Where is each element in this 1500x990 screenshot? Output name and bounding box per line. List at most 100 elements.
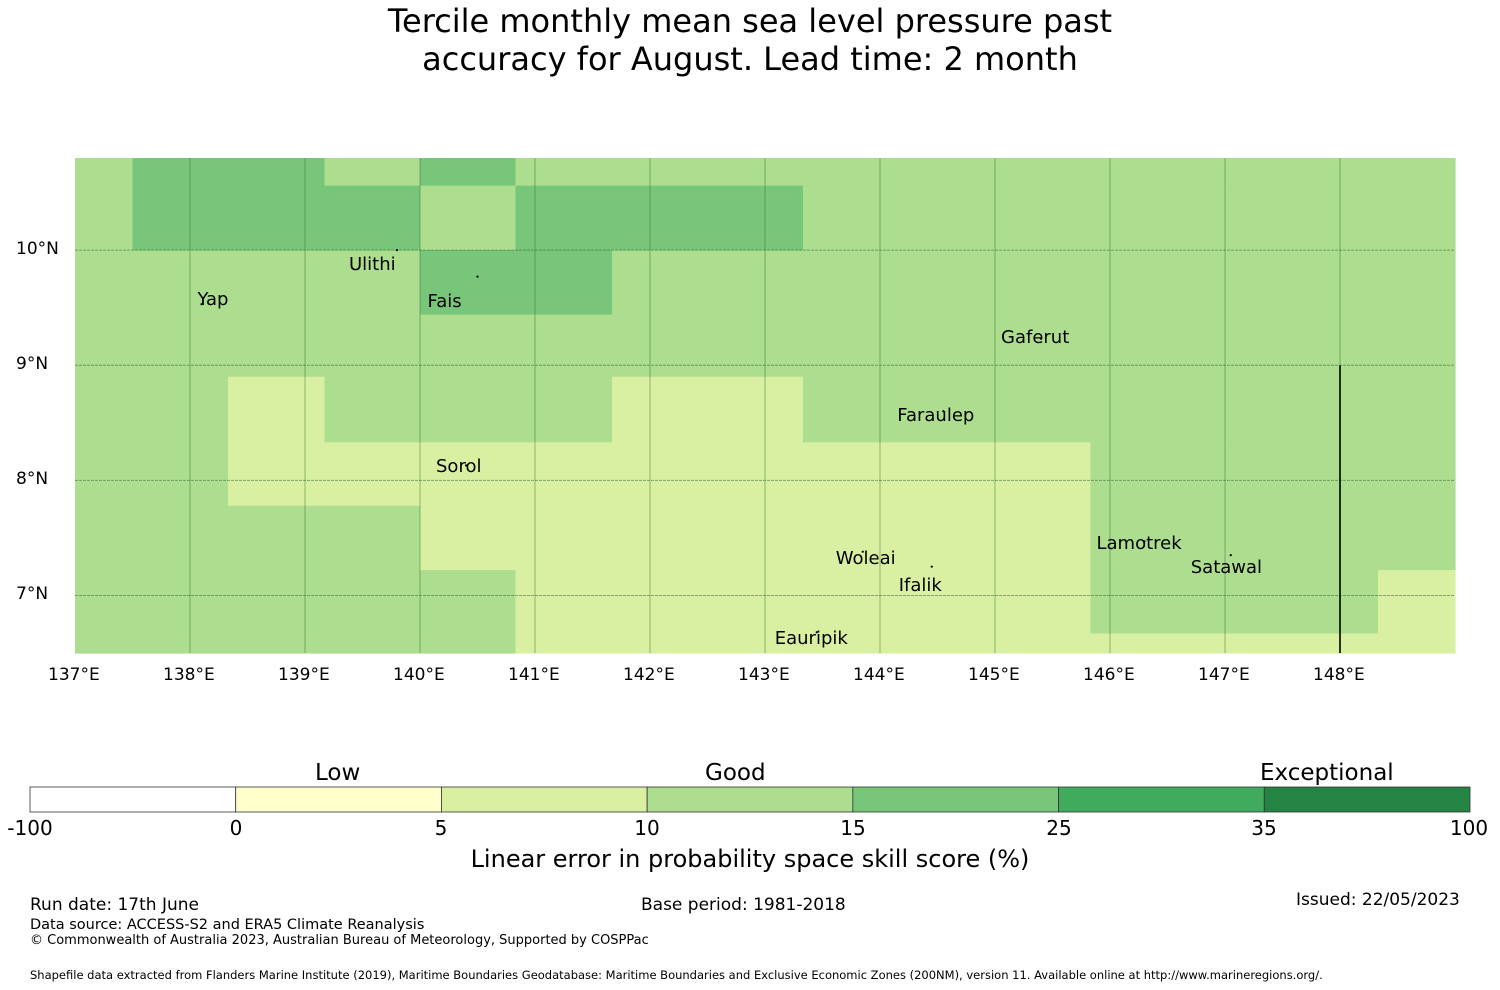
x-tick-label: 144°E	[853, 665, 905, 685]
colorbar-bin	[29, 786, 237, 813]
issued-date: Issued: 22/05/2023	[1296, 890, 1460, 910]
place-label: Woleai	[835, 547, 896, 569]
shapefile-credit: Shapefile data extracted from Flanders M…	[30, 968, 1323, 982]
colorbar-bin	[235, 786, 442, 813]
skill-cell	[420, 505, 613, 571]
cbar-tick-label: 100	[1449, 816, 1489, 840]
skill-cell	[420, 158, 517, 187]
x-tick-label: 143°E	[738, 665, 790, 685]
cbar-tick-label: 5	[434, 816, 448, 840]
island-marker	[930, 565, 933, 568]
x-tick-label: 142°E	[623, 665, 675, 685]
skill-cell	[420, 185, 517, 251]
x-tick-label: 147°E	[1198, 665, 1250, 685]
skill-cell	[1377, 570, 1456, 654]
category-exceptional: Exceptional	[1260, 760, 1394, 786]
x-tick-label: 139°E	[278, 665, 330, 685]
place-label: Fais	[427, 290, 462, 312]
island-marker	[200, 303, 203, 306]
place-label: Lamotrek	[1096, 533, 1182, 555]
skill-cell	[802, 442, 1092, 654]
cbar-tick-label: 35	[1251, 816, 1277, 840]
cbar-tick-label: -100	[7, 816, 53, 840]
cbar-tick-label: 15	[840, 816, 866, 840]
place-label: Sorol	[436, 456, 482, 478]
colorbar-label: Linear error in probability space skill …	[470, 845, 1030, 873]
cbar-tick-label: 10	[634, 816, 660, 840]
skill-cell	[1090, 376, 1456, 443]
skill-cell	[1090, 633, 1379, 654]
skill-cell	[132, 158, 326, 251]
cbar-tick-label: 25	[1046, 816, 1072, 840]
cbar-tick-label: 0	[229, 816, 243, 840]
x-tick-label: 148°E	[1313, 665, 1365, 685]
base-period: Base period: 1981-2018	[641, 895, 846, 915]
skill-grid-cells	[75, 158, 1456, 654]
skill-cell	[515, 570, 613, 654]
skill-cell	[324, 442, 613, 507]
skill-cell	[515, 158, 1456, 187]
y-tick-label: 7°N	[16, 584, 49, 605]
skill-cell	[227, 376, 326, 507]
island-marker	[1229, 554, 1232, 557]
skill-cell	[1377, 442, 1456, 571]
island-markers	[200, 248, 1232, 634]
skill-cell	[612, 250, 1456, 378]
x-tick-label: 140°E	[393, 665, 445, 685]
island-marker	[1039, 337, 1043, 340]
place-label: Satawal	[1190, 557, 1263, 579]
y-tick-label: 9°N	[16, 354, 49, 375]
title-line-2: accuracy for August. Lead time: 2 month	[422, 40, 1078, 78]
chart-title: Tercile monthly mean sea level pressure …	[0, 2, 1500, 78]
x-tick-label: 137°E	[48, 665, 100, 685]
island-marker	[1143, 540, 1146, 543]
place-label: Ulithi	[349, 254, 396, 276]
colorbar-bin	[852, 786, 1059, 813]
x-tick-label: 141°E	[508, 665, 560, 685]
skill-cell	[420, 250, 613, 316]
colorbar	[29, 786, 1471, 813]
place-label: Yap	[197, 289, 229, 311]
category-low: Low	[315, 760, 361, 786]
skill-cell	[75, 376, 229, 654]
skill-cell	[324, 185, 421, 251]
colorbar-bin	[646, 786, 854, 813]
island-marker	[395, 248, 399, 252]
place-label: Faraulep	[897, 405, 975, 427]
skill-cell	[802, 185, 1456, 251]
island-marker	[861, 550, 864, 553]
island-marker	[464, 464, 468, 467]
x-tick-label: 146°E	[1083, 665, 1135, 685]
island-marker	[476, 275, 479, 278]
map-gridlines	[75, 158, 1455, 653]
place-label: Eauripik	[774, 628, 848, 650]
y-tick-label: 8°N	[16, 469, 49, 490]
colorbar-bin	[1058, 786, 1265, 813]
skill-cell	[612, 376, 804, 654]
skill-cell	[324, 158, 421, 187]
island-marker	[942, 410, 945, 413]
title-line-1: Tercile monthly mean sea level pressure …	[387, 2, 1113, 40]
island-marker	[815, 631, 818, 634]
skill-cell	[1090, 442, 1379, 635]
colorbar-bin	[1263, 786, 1471, 813]
skill-cell	[227, 505, 421, 654]
skill-cell	[324, 376, 613, 443]
category-good: Good	[705, 760, 766, 786]
skill-cell	[75, 250, 421, 378]
y-tick-label: 10°N	[16, 239, 59, 260]
x-tick-label: 145°E	[968, 665, 1020, 685]
skill-cell	[75, 158, 134, 251]
x-tick-label: 138°E	[163, 665, 215, 685]
skill-cell	[420, 314, 613, 378]
skill-cell	[420, 570, 517, 654]
place-label: Gaferut	[1001, 326, 1070, 348]
place-label: Ifalik	[898, 574, 942, 596]
run-date: Run date: 17th June	[30, 895, 199, 915]
skill-cell	[515, 185, 804, 251]
data-source: Data source: ACCESS-S2 and ERA5 Climate …	[30, 917, 425, 933]
skill-cell	[802, 376, 1092, 443]
copyright: © Commonwealth of Australia 2023, Austra…	[30, 933, 649, 948]
colorbar-bin	[441, 786, 648, 813]
